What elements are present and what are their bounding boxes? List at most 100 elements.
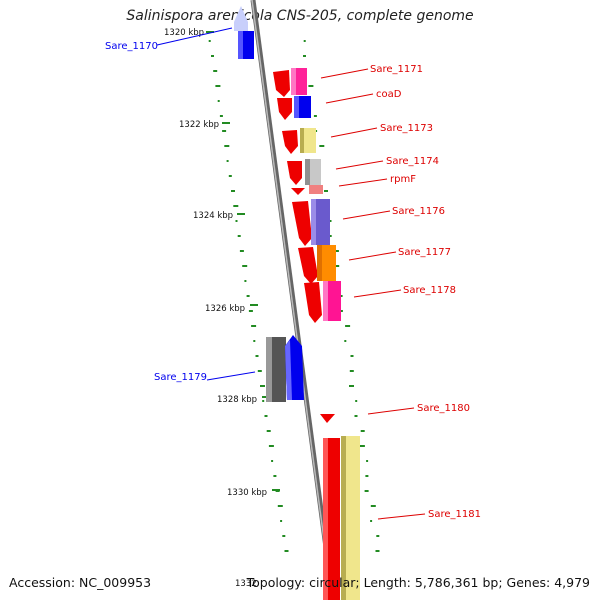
gene-arrow-sare-1176[interactable] <box>292 201 312 246</box>
gene-labels: Sare_1170 Sare_1171 coaD Sare_1173 Sare_… <box>105 27 481 520</box>
gene-label-sare-1177[interactable]: Sare_1177 <box>398 247 451 258</box>
cog-bar-sare-1177-shade <box>317 245 322 281</box>
gene-label-sare-1178[interactable]: Sare_1178 <box>403 285 456 296</box>
gc-dot-right <box>303 55 306 57</box>
gc-dot-left <box>277 505 283 507</box>
gene-arrow-sare-1178[interactable] <box>304 282 322 323</box>
gene-arrow-sare-1170[interactable] <box>234 6 248 31</box>
gc-dot-left <box>246 295 250 297</box>
gc-dot-left <box>255 355 259 357</box>
label-leader <box>338 178 388 187</box>
gc-dot-right <box>329 220 332 222</box>
gene-arrow-rpmf[interactable] <box>291 188 305 195</box>
gene-label-coad[interactable]: coaD <box>376 89 402 100</box>
gene-label-sare-1181[interactable]: Sare_1181 <box>428 509 481 520</box>
gc-dot-right <box>370 520 373 522</box>
cog-bar-coad-shade <box>294 96 299 118</box>
gene-label-sare-1174[interactable]: Sare_1174 <box>386 156 439 167</box>
accession-text: Accession: NC_009953 <box>9 575 152 590</box>
gc-dot-right <box>349 385 354 387</box>
gc-dot-left <box>264 415 268 417</box>
gc-dot-left <box>280 520 283 522</box>
gene-label-sare-1173[interactable]: Sare_1173 <box>380 123 433 134</box>
gc-dot-right <box>339 295 343 297</box>
gene-arrow-sare-1181-shade <box>323 438 328 600</box>
gene-label-sare-1170[interactable]: Sare_1170 <box>105 41 158 52</box>
gc-dot-left <box>262 400 265 402</box>
gc-dot-left <box>242 265 248 267</box>
gc-dot-right <box>370 505 376 507</box>
cog-bar-rpmf <box>309 185 323 194</box>
gc-dot-left <box>217 100 220 102</box>
cog-bar-sare-1178-shade <box>323 281 328 321</box>
gc-dot-left <box>253 340 256 342</box>
gc-dot-right <box>334 250 339 252</box>
gc-dot-left <box>215 85 221 87</box>
gc-dot-left <box>273 475 277 477</box>
gc-dot-left <box>239 250 244 252</box>
gc-dot-left <box>219 115 223 117</box>
cog-bar-sare-1181-shade <box>341 436 346 600</box>
gc-dot-left <box>271 460 274 462</box>
label-leader <box>330 127 378 138</box>
gene-arrow-sare-1177[interactable] <box>298 247 318 284</box>
label-leader <box>348 251 397 261</box>
gc-dot-right <box>365 475 369 477</box>
gc-dot-left <box>251 325 257 327</box>
gc-dot-left <box>222 130 227 132</box>
scale-ticks: 1320 kbp 1322 kbp 1324 kbp 1326 kbp 1328… <box>164 28 280 589</box>
gc-dot-left <box>237 235 241 237</box>
gc-dot-right <box>313 115 317 117</box>
gene-label-sare-1171[interactable]: Sare_1171 <box>370 64 423 75</box>
gc-dot-left <box>224 145 230 147</box>
gc-dot-left <box>235 220 238 222</box>
gene-arrow-sare-1180[interactable] <box>320 414 335 423</box>
gc-dot-left <box>260 385 265 387</box>
tick-mark <box>237 213 245 215</box>
label-leader <box>320 68 369 79</box>
gene-arrow-sare-1173[interactable] <box>282 130 298 154</box>
tick-label: 1324 kbp <box>193 211 233 221</box>
label-leader <box>335 160 384 170</box>
gene-arrow-coad[interactable] <box>277 98 292 120</box>
gc-dot-right <box>334 265 340 267</box>
tick-label: 1328 kbp <box>217 395 257 405</box>
tick-mark <box>272 489 280 491</box>
gc-dot-left <box>233 205 239 207</box>
tick-label: 1332 <box>235 579 257 589</box>
tick-mark <box>250 304 258 306</box>
gc-dot-left <box>282 535 286 537</box>
label-leader <box>156 27 233 46</box>
gc-dot-right <box>319 145 325 147</box>
gc-dot-left <box>208 40 211 42</box>
gc-dot-left <box>268 445 274 447</box>
gene-arrow-sare-1179-shade <box>285 340 292 400</box>
gc-dot-right <box>349 370 354 372</box>
gc-dot-right <box>375 550 380 552</box>
cog-bar-sare-1170-shade <box>238 31 243 59</box>
gc-dot-left <box>231 190 235 192</box>
cog-bar-sare-1179-light <box>266 337 272 402</box>
gc-dot-left <box>266 430 271 432</box>
gene-arrow-sare-1174[interactable] <box>287 161 302 185</box>
gc-dot-right <box>366 460 369 462</box>
genome-backbone <box>250 0 336 600</box>
gc-dot-right <box>324 190 328 192</box>
gene-label-rpmf[interactable]: rpmF <box>390 174 416 185</box>
gc-dot-left <box>257 370 262 372</box>
gc-dot-left <box>226 160 229 162</box>
label-leader <box>342 210 391 220</box>
tick-label: 1330 kbp <box>227 488 267 498</box>
gc-dot-right <box>359 445 365 447</box>
gene-arrow-sare-1171[interactable] <box>273 70 290 97</box>
gc-dot-left <box>244 280 247 282</box>
gc-dot-right <box>355 400 358 402</box>
label-leader <box>206 371 256 381</box>
gene-label-sare-1179[interactable]: Sare_1179 <box>154 372 207 383</box>
gene-label-sare-1176[interactable]: Sare_1176 <box>392 206 445 217</box>
gene-label-sare-1180[interactable]: Sare_1180 <box>417 403 470 414</box>
cog-bar-sare-1176-shade <box>311 199 316 245</box>
gc-dot-right <box>350 355 354 357</box>
gc-dot-left <box>211 55 214 57</box>
